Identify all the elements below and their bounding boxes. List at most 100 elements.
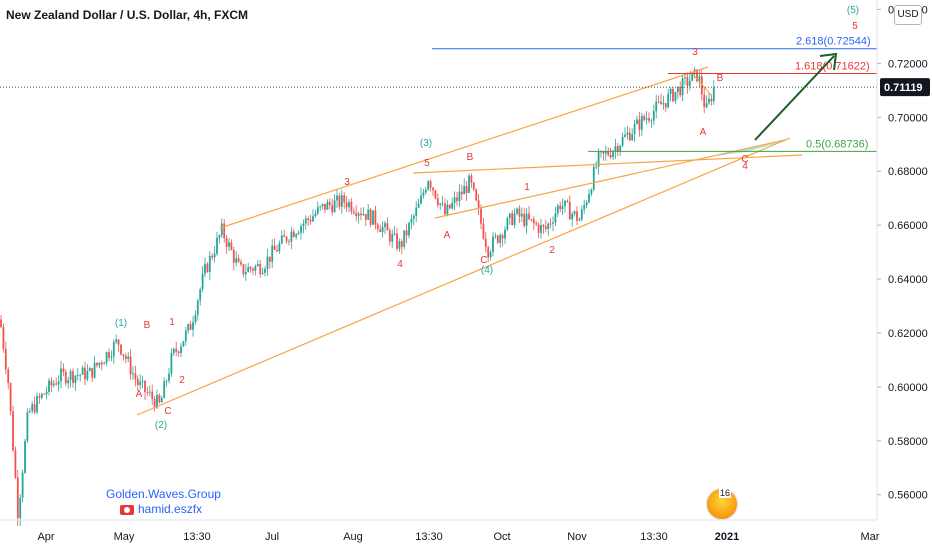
candle [314,210,317,218]
candle [436,193,439,208]
candle [223,219,226,243]
candle [122,354,125,361]
candle [624,127,626,138]
candle [489,249,492,261]
wave-label: 3 [344,177,350,188]
candle [420,187,422,205]
candle [105,351,108,367]
candle [564,200,566,213]
candle [21,469,24,503]
candle [412,213,415,226]
channel-upper-line[interactable] [219,66,709,229]
candle [372,210,374,225]
x-tick-label: 13:30 [640,531,668,543]
candle [417,198,420,209]
candle [24,438,26,475]
candle [607,147,610,157]
wave-label: 5 [424,158,430,169]
x-tick-label: May [114,531,135,543]
y-tick-label: 0.60000 [888,382,928,394]
candle [67,376,70,389]
x-tick-label: Apr [37,531,54,543]
candle [93,355,96,379]
candle [640,112,643,137]
event-badge-icon[interactable]: 16 [706,488,738,520]
candle [391,229,394,248]
candle [86,364,89,382]
candle [196,298,199,321]
x-tick-label: Nov [567,531,587,543]
candle [657,95,660,104]
candle [160,395,163,403]
candle [496,234,499,245]
candle [604,145,607,161]
currency-button[interactable]: USD [894,5,922,25]
candle [508,212,511,225]
candle [48,377,50,396]
candle [345,196,348,212]
candle [645,111,648,125]
candle [340,189,343,214]
y-tick-label: 0.58000 [888,436,928,448]
candle [124,352,127,364]
candle [333,194,336,213]
candle [672,86,674,103]
candle [583,199,586,214]
candle [396,227,398,252]
candle [528,206,530,221]
wave-label: B [144,320,151,331]
candle [343,192,346,209]
candle [588,189,590,204]
candle [252,267,254,276]
candle [681,75,684,102]
candle [170,348,173,377]
triangle-upper-line[interactable] [412,154,803,174]
candle [434,189,437,200]
triangle-lower-line[interactable] [434,139,786,219]
candle [362,207,365,216]
candle [429,178,432,192]
channel-lower-line[interactable] [136,137,791,416]
candle [556,203,559,217]
candle [14,446,17,480]
candle [338,193,341,210]
candle [216,231,218,256]
correction-line[interactable] [689,70,713,97]
candle [156,389,158,409]
candle [88,366,91,372]
candle [566,199,569,203]
projection-arrow-icon[interactable] [754,52,838,141]
candle [516,207,518,216]
y-tick-label: 0.56000 [888,490,928,502]
candle [103,361,106,365]
candle [100,360,103,371]
candle [177,350,180,357]
candle [331,198,334,216]
candle [348,199,350,213]
candle [568,195,571,220]
candle [631,128,634,142]
candle [213,246,216,263]
candle [280,230,283,245]
candle [456,191,458,206]
candle [256,260,259,267]
candle [650,118,653,128]
candle [278,240,281,254]
candle [266,248,269,276]
candle [676,86,679,100]
fib-level-label: 2.618(0.72544) [796,36,871,48]
candle [465,181,468,201]
candle [276,244,278,252]
x-tick-label: 13:30 [415,531,443,543]
candle [134,365,137,387]
triangle-zone[interactable] [708,140,790,157]
candle [271,238,274,269]
candle [592,163,595,192]
candle [7,367,10,390]
camera-icon [120,504,134,515]
candle [388,227,391,246]
candle [633,120,636,142]
candle [148,385,151,397]
candle [535,220,538,226]
